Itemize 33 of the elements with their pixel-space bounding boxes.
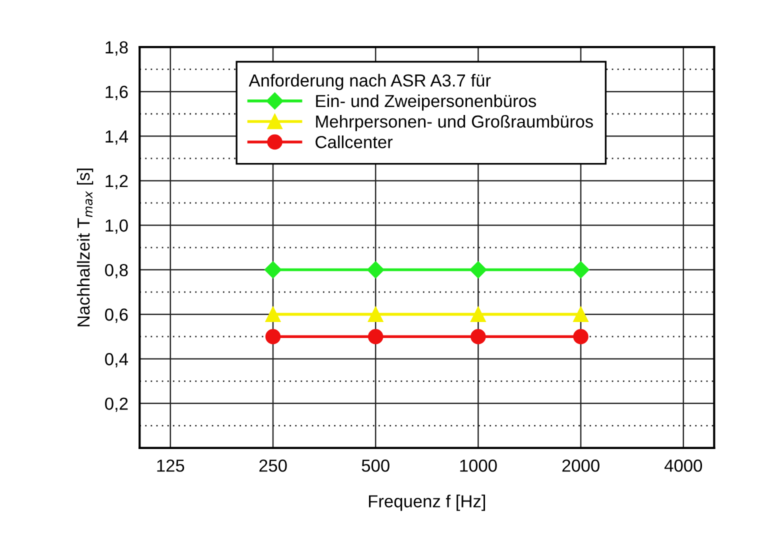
x-tick-label: 125 xyxy=(157,460,184,472)
y-tick-label: 1,4 xyxy=(106,130,128,145)
legend-label: Ein- und Zweipersonenbüros xyxy=(316,94,536,111)
x-tick-label: 1000 xyxy=(460,460,497,472)
point xyxy=(572,261,590,278)
y-tick-label: 0,2 xyxy=(105,398,128,412)
point xyxy=(368,328,384,344)
legend-title: Anforderung nach ASR A3.7 für xyxy=(248,74,491,90)
x-tick-label: 2000 xyxy=(562,460,600,472)
point xyxy=(265,328,281,344)
point xyxy=(470,328,486,344)
legend-label: Mehrpersonen- und Großraumbüros xyxy=(316,114,593,132)
x-tick-label: 4000 xyxy=(664,460,702,472)
y-tick-label: 0,6 xyxy=(105,308,128,323)
y-tick-label: 1,2 xyxy=(106,174,128,190)
point xyxy=(265,306,281,322)
point xyxy=(573,306,588,322)
y-tick-label: 1,0 xyxy=(106,219,128,234)
y-tick-label: 1,6 xyxy=(106,86,128,100)
point xyxy=(264,261,282,278)
point xyxy=(470,261,487,278)
legend-label: Callcenter xyxy=(316,135,393,148)
x-axis-title: Frequenz f [Hz] xyxy=(368,494,486,511)
x-tick-label: 250 xyxy=(259,460,287,472)
point xyxy=(368,306,384,322)
y-axis-title: Nachhallzeit T$_{max}$ [s] xyxy=(76,168,94,326)
point xyxy=(470,306,486,322)
y-tick-label: 0,4 xyxy=(105,353,128,368)
point xyxy=(367,261,384,278)
x-tick-label: 500 xyxy=(362,460,390,472)
y-tick-label: 1,8 xyxy=(106,41,128,56)
y-tick-label: 0,8 xyxy=(105,264,128,278)
point xyxy=(573,328,588,344)
